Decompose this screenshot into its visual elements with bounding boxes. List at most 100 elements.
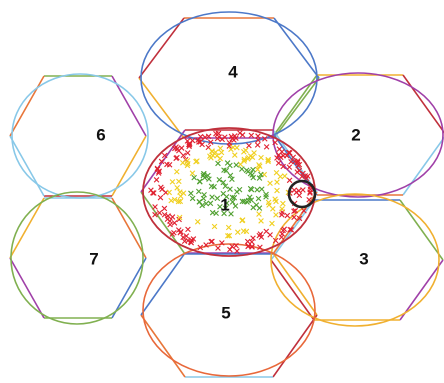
cell-5-hexagon-edge xyxy=(272,252,318,316)
middle-user-marker xyxy=(168,197,174,204)
outer-user-marker xyxy=(186,140,193,147)
middle-user-marker xyxy=(217,145,224,152)
outer-user-marker xyxy=(214,135,221,142)
inner-user-marker xyxy=(207,200,214,207)
outer-user-marker xyxy=(285,149,292,156)
cell-6-hexagon-edge xyxy=(9,75,45,137)
outer-user-marker xyxy=(272,237,279,244)
inner-user-marker xyxy=(200,170,207,177)
inner-user-marker xyxy=(195,188,202,195)
inner-user-marker xyxy=(248,186,255,193)
outer-user-marker xyxy=(257,244,263,251)
middle-user-marker xyxy=(256,211,262,217)
inner-user-marker xyxy=(208,183,215,190)
cell-7-circle xyxy=(10,191,144,325)
middle-user-marker xyxy=(211,223,218,230)
inner-user-marker xyxy=(250,166,256,173)
middle-user-marker xyxy=(224,233,231,239)
cell-2-hexagon-edge xyxy=(402,136,444,196)
outer-user-marker xyxy=(197,133,204,140)
inner-user-marker xyxy=(209,194,215,200)
outer-user-marker xyxy=(292,207,299,214)
outer-user-marker xyxy=(294,159,301,166)
cell-label-4: 4 xyxy=(228,62,238,81)
inner-user-marker xyxy=(243,167,250,174)
middle-user-marker xyxy=(281,173,288,179)
outer-user-marker xyxy=(239,132,246,138)
middle-user-marker xyxy=(175,198,182,205)
inner-user-marker xyxy=(199,202,205,209)
inner-user-marker xyxy=(236,186,243,193)
cell-6-circle xyxy=(11,73,149,199)
inner-user-marker xyxy=(220,179,227,186)
outer-user-marker xyxy=(156,168,162,174)
cell-7-hexagon-edge xyxy=(9,197,45,259)
inner-user-marker xyxy=(206,176,212,182)
cell-4-hexagon-edge xyxy=(138,17,185,79)
label-layer: 4 6 2 1 7 3 5 xyxy=(89,62,368,322)
cell-3-circle xyxy=(270,193,440,327)
inner-user-marker xyxy=(228,211,234,217)
middle-user-marker xyxy=(273,212,279,218)
outer-user-marker xyxy=(286,177,293,184)
outer-user-marker xyxy=(231,133,238,139)
cell-7-hexagon xyxy=(9,197,147,319)
outer-user-marker xyxy=(272,139,278,146)
cell-6-hexagon-edge xyxy=(111,75,147,137)
outer-user-marker xyxy=(262,136,268,142)
middle-user-marker xyxy=(174,168,180,175)
middle-user-marker xyxy=(179,160,186,166)
cell-5-hexagon-edge xyxy=(272,314,318,378)
middle-user-marker xyxy=(269,220,275,227)
middle-user-marker xyxy=(189,170,196,176)
middle-user-marker xyxy=(256,163,263,169)
middle-user-marker xyxy=(184,157,191,164)
outer-user-marker xyxy=(177,229,184,236)
outer-user-marker xyxy=(187,239,194,245)
outer-user-marker xyxy=(299,173,305,180)
inner-user-marker xyxy=(263,191,269,198)
outer-user-marker xyxy=(164,216,171,223)
cell-6-hexagon-edge xyxy=(9,135,45,197)
middle-user-marker xyxy=(212,149,219,155)
inner-user-marker xyxy=(258,171,264,178)
middle-user-marker xyxy=(174,184,180,191)
outer-user-marker xyxy=(166,161,173,168)
outer-user-marker xyxy=(203,242,209,248)
outer-user-marker xyxy=(219,240,225,246)
middle-user-marker xyxy=(166,189,172,196)
middle-user-marker xyxy=(279,206,285,212)
outer-user-marker xyxy=(208,238,214,245)
inner-user-marker xyxy=(214,195,221,202)
inner-user-marker xyxy=(220,190,227,197)
inner-user-marker xyxy=(209,209,216,216)
cell-label-3: 3 xyxy=(359,249,368,268)
outer-user-marker xyxy=(153,177,160,183)
middle-user-marker xyxy=(247,153,254,159)
middle-user-marker xyxy=(239,217,246,223)
outer-user-marker xyxy=(290,154,297,161)
inner-user-marker xyxy=(248,197,255,203)
outer-user-marker xyxy=(174,154,180,161)
outer-user-marker xyxy=(246,142,252,149)
middle-user-marker xyxy=(258,218,264,224)
highlight-ring xyxy=(287,179,317,209)
outer-user-marker xyxy=(197,139,204,145)
inner-user-marker xyxy=(189,195,196,202)
outer-user-marker xyxy=(185,226,191,233)
middle-user-marker xyxy=(265,156,271,163)
inner-user-marker xyxy=(227,186,233,192)
inner-user-marker xyxy=(197,179,203,185)
outer-user-marker xyxy=(245,243,251,250)
outer-user-marker xyxy=(219,136,225,143)
marker-layer xyxy=(148,130,314,254)
inner-user-marker xyxy=(246,194,253,201)
outer-user-marker xyxy=(161,211,168,218)
inner-user-marker xyxy=(229,199,236,205)
inner-user-marker xyxy=(203,200,209,207)
cell-4-hexagon-edge xyxy=(273,17,320,79)
outer-user-marker xyxy=(281,226,288,232)
middle-user-marker xyxy=(209,148,215,154)
cell-7-hexagon-edge xyxy=(111,197,147,259)
